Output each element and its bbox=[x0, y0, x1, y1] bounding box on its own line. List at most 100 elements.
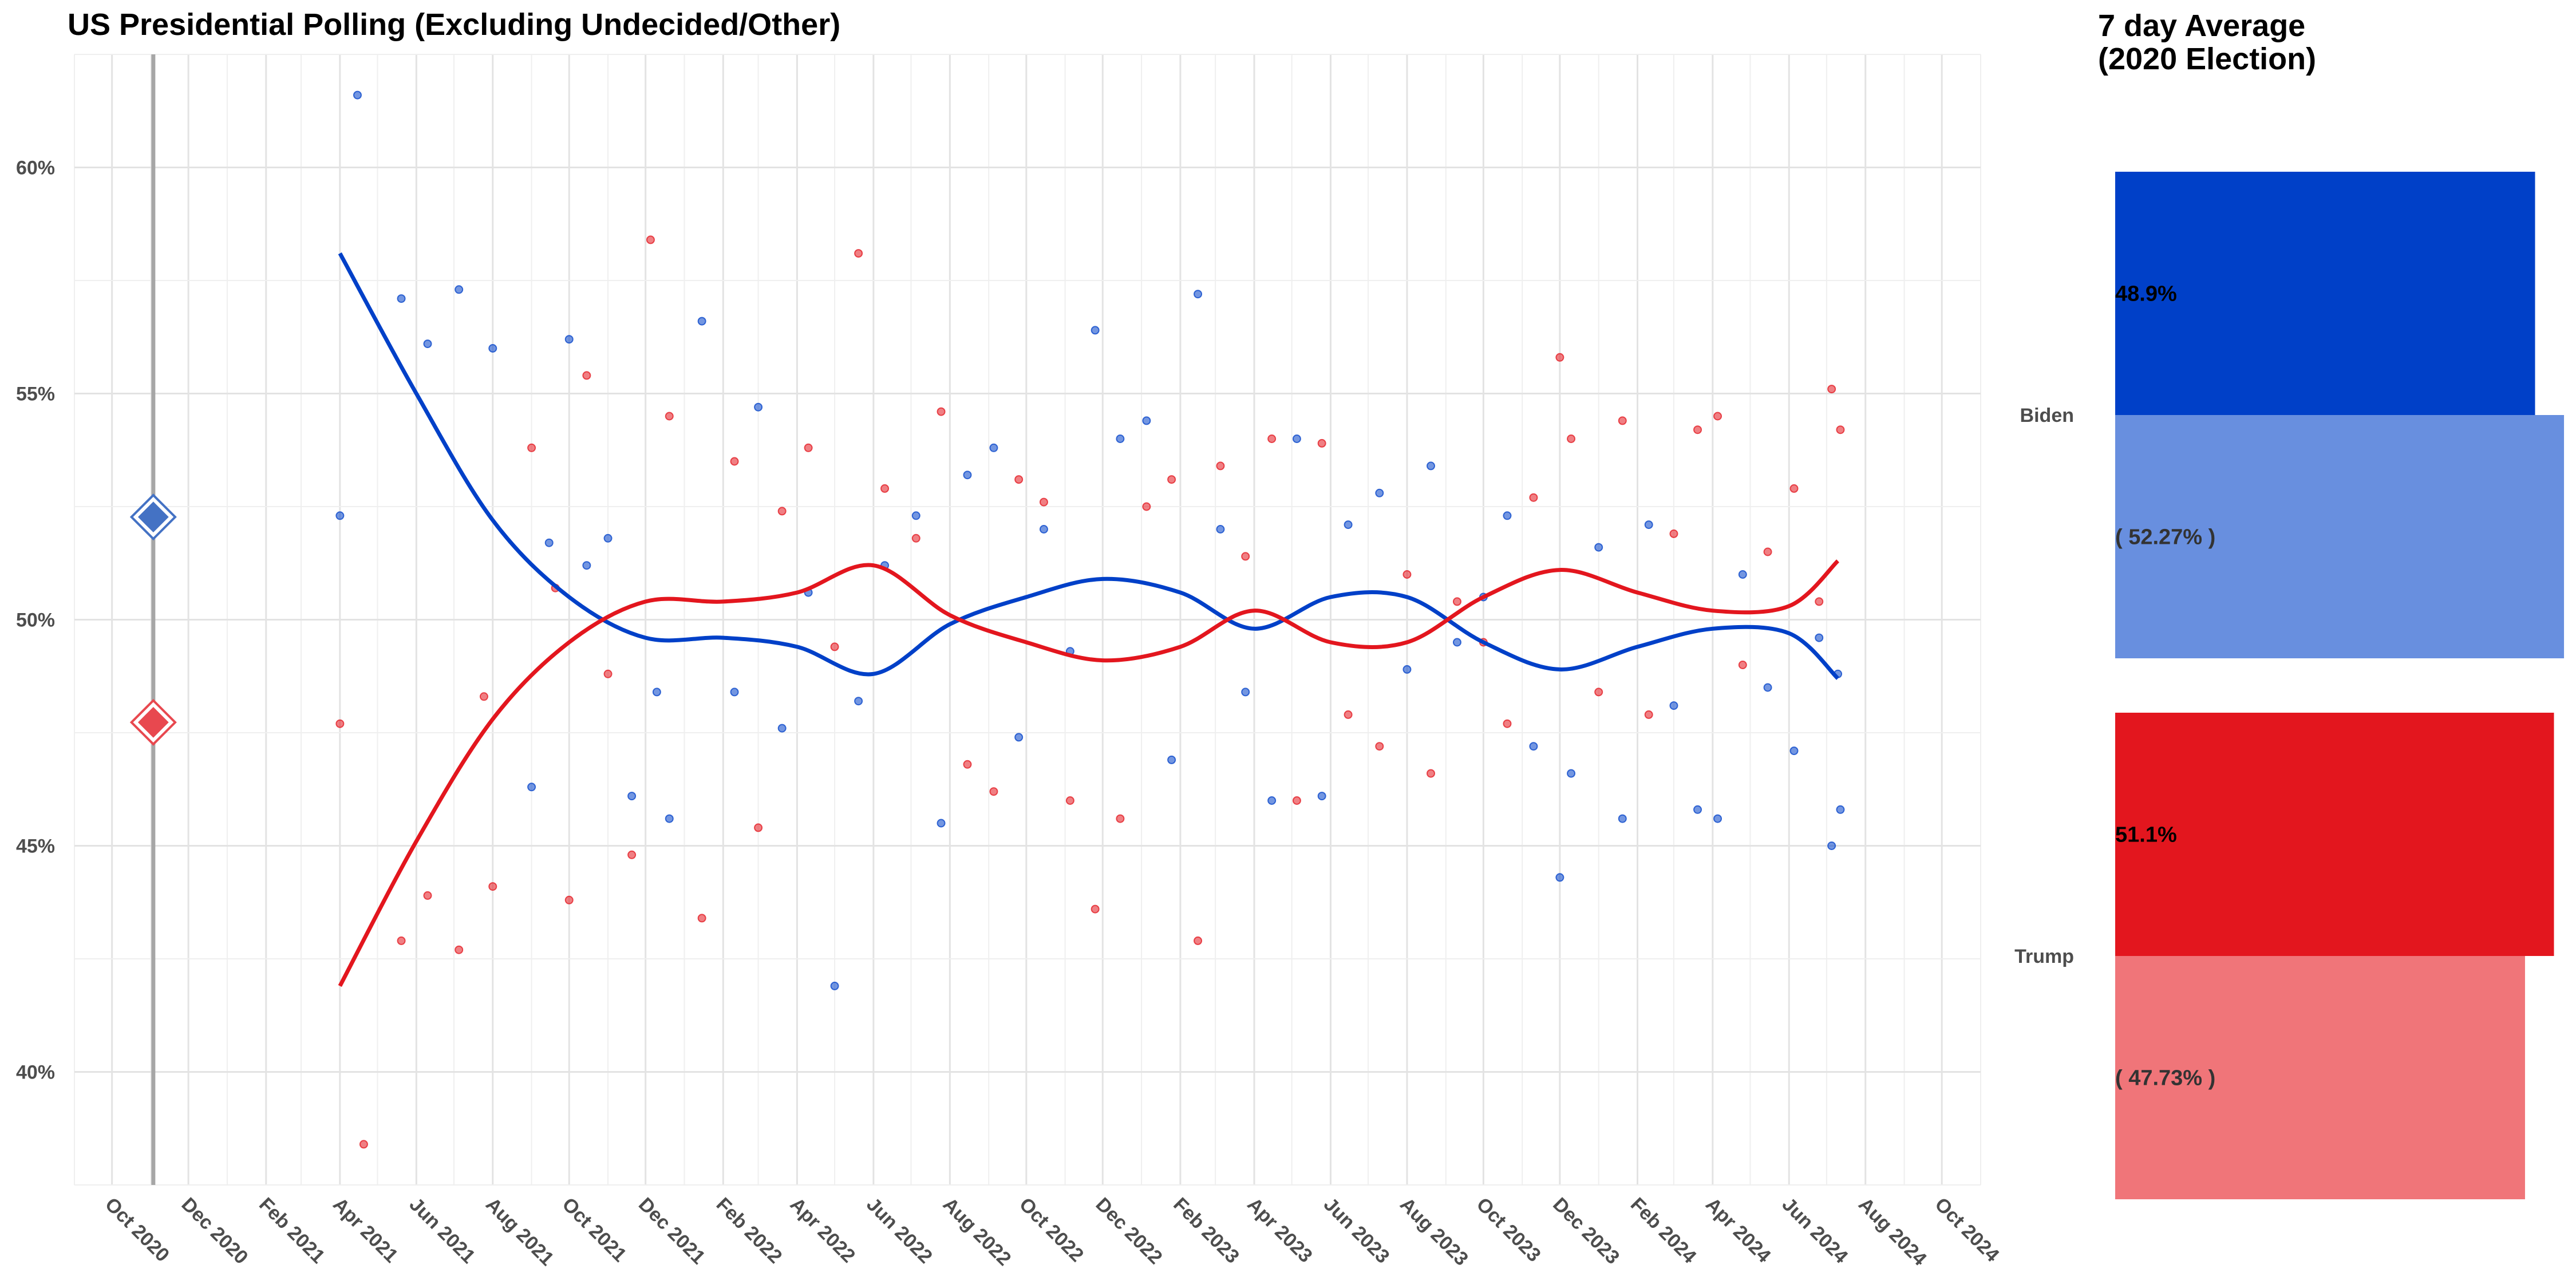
poll-point-trump bbox=[1815, 597, 1824, 606]
x-tick-label: Jun 2022 bbox=[862, 1194, 937, 1268]
poll-point-biden bbox=[1427, 461, 1436, 471]
x-tick-label: Aug 2023 bbox=[1396, 1194, 1472, 1270]
poll-point-trump bbox=[1014, 475, 1024, 484]
poll-point-biden bbox=[754, 402, 763, 412]
poll-point-trump bbox=[1594, 688, 1603, 697]
poll-point-biden bbox=[455, 285, 464, 294]
poll-point-trump bbox=[1669, 529, 1678, 538]
election-value-label-biden: ( 52.27% ) bbox=[2115, 526, 2215, 550]
x-tick-label: Dec 2020 bbox=[177, 1194, 252, 1269]
x-tick-label: Apr 2021 bbox=[329, 1194, 402, 1267]
x-tick-label: Jun 2024 bbox=[1778, 1194, 1852, 1268]
poll-point-trump bbox=[1402, 570, 1412, 579]
x-tick-label: Oct 2024 bbox=[1931, 1194, 2004, 1266]
poll-point-biden bbox=[697, 317, 706, 326]
poll-point-biden bbox=[963, 471, 972, 480]
poll-point-trump bbox=[963, 760, 972, 769]
poll-point-trump bbox=[1194, 936, 1203, 945]
poll-point-trump bbox=[1713, 412, 1722, 421]
poll-point-trump bbox=[1241, 552, 1250, 561]
poll-point-trump bbox=[754, 823, 763, 832]
axis-ticks: 40%45%50%55%60%Oct 2020 Dec 2020 Feb 2021 A… bbox=[16, 157, 2004, 1270]
side-chart-title-line-1: 7 day Average bbox=[2098, 9, 2306, 43]
y-tick-label: 45% bbox=[16, 836, 55, 858]
poll-point-trump bbox=[582, 371, 591, 380]
x-tick-label: Jun 2023 bbox=[1319, 1194, 1394, 1268]
poll-point-biden bbox=[335, 511, 345, 520]
poll-point-biden bbox=[1503, 511, 1512, 520]
poll-point-trump bbox=[1693, 425, 1702, 434]
x-tick-label: Oct 2023 bbox=[1472, 1194, 1545, 1266]
poll-point-biden bbox=[1116, 434, 1125, 443]
y-tick-label: 55% bbox=[16, 384, 55, 405]
x-tick-label: Apr 2022 bbox=[786, 1194, 859, 1267]
poll-point-biden bbox=[397, 294, 406, 303]
poll-point-trump bbox=[1142, 502, 1151, 511]
x-tick-label: Feb 2022 bbox=[712, 1194, 787, 1268]
average-value-label-biden: 48.9% bbox=[2115, 282, 2177, 306]
poll-point-trump bbox=[880, 484, 890, 493]
poll-point-trump bbox=[1375, 742, 1384, 751]
x-tick-label: Feb 2023 bbox=[1169, 1194, 1243, 1268]
poll-point-trump bbox=[479, 692, 488, 701]
poll-point-biden bbox=[665, 814, 674, 823]
poll-point-trump bbox=[627, 850, 637, 859]
poll-point-biden bbox=[1738, 570, 1747, 579]
poll-point-trump bbox=[1317, 438, 1326, 448]
poll-point-trump bbox=[989, 787, 998, 796]
poll-point-biden bbox=[1815, 633, 1824, 642]
poll-point-biden bbox=[423, 339, 432, 349]
poll-point-biden bbox=[777, 724, 787, 733]
x-tick-label: Oct 2020 bbox=[101, 1194, 173, 1266]
poll-point-biden bbox=[1669, 701, 1678, 710]
poll-point-biden bbox=[1402, 665, 1412, 674]
poll-point-biden bbox=[1014, 733, 1024, 742]
poll-point-trump bbox=[911, 534, 920, 543]
poll-point-biden bbox=[989, 443, 998, 452]
x-tick-label: Dec 2021 bbox=[634, 1194, 709, 1269]
poll-point-trump bbox=[335, 719, 345, 728]
poll-point-trump bbox=[830, 642, 839, 651]
poll-point-biden bbox=[1344, 520, 1353, 530]
poll-point-trump bbox=[1065, 796, 1074, 805]
poll-point-biden bbox=[1827, 841, 1836, 850]
x-tick-label: Feb 2024 bbox=[1626, 1194, 1701, 1268]
trend-line-trump bbox=[338, 559, 1840, 987]
poll-point-trump bbox=[1216, 461, 1225, 471]
x-tick-label: Jun 2021 bbox=[405, 1194, 480, 1268]
category-label-biden: Biden bbox=[2020, 405, 2074, 426]
poll-point-trump bbox=[1555, 353, 1564, 362]
x-tick-label: Oct 2022 bbox=[1015, 1194, 1088, 1266]
x-tick-label: Apr 2023 bbox=[1243, 1194, 1316, 1267]
x-tick-label: Apr 2024 bbox=[1701, 1194, 1775, 1267]
poll-point-biden bbox=[1567, 769, 1576, 778]
election-value-label-trump: ( 47.73% ) bbox=[2115, 1066, 2215, 1091]
election-bar-biden bbox=[2115, 415, 2565, 658]
chart-title: US Presidential Polling (Excluding Undec… bbox=[68, 7, 841, 42]
poll-point-trump bbox=[777, 507, 787, 516]
poll-point-biden bbox=[544, 538, 554, 547]
poll-point-biden bbox=[603, 534, 613, 543]
poll-point-trump bbox=[1529, 493, 1538, 502]
y-tick-label: 60% bbox=[16, 157, 55, 179]
poll-point-biden bbox=[527, 783, 536, 792]
category-label-trump: Trump bbox=[2014, 946, 2074, 967]
poll-point-trump bbox=[1267, 434, 1277, 443]
poll-point-trump bbox=[527, 443, 536, 452]
poll-point-biden bbox=[1039, 525, 1048, 534]
poll-point-trump bbox=[1167, 475, 1176, 484]
poll-point-trump bbox=[1039, 497, 1048, 507]
poll-point-trump bbox=[665, 412, 674, 421]
y-tick-label: 40% bbox=[16, 1062, 55, 1084]
poll-point-trump bbox=[423, 891, 432, 900]
poll-point-trump bbox=[359, 1140, 368, 1149]
poll-point-trump bbox=[1427, 769, 1436, 778]
poll-point-trump bbox=[854, 249, 863, 258]
poll-point-biden bbox=[627, 792, 637, 801]
poll-point-trump bbox=[1738, 661, 1747, 669]
x-tick-label: Aug 2024 bbox=[1854, 1194, 1931, 1270]
poll-point-biden bbox=[652, 688, 661, 697]
poll-point-trump bbox=[646, 235, 655, 244]
poll-point-biden bbox=[1267, 796, 1277, 805]
